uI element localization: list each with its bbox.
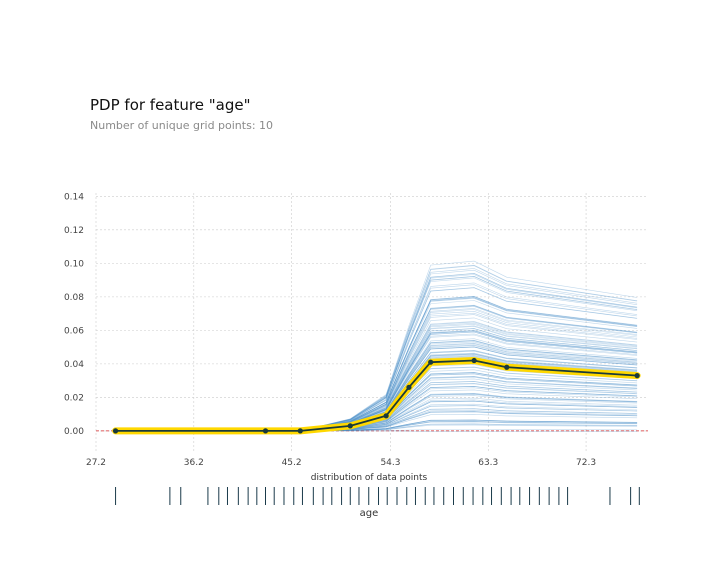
x-tick-label: 72.3 (576, 458, 596, 468)
rug-plot (115, 487, 640, 505)
y-tick-label: 0.04 (64, 360, 84, 370)
distribution-label: distribution of data points (311, 473, 428, 483)
chart-subtitle: Number of unique grid points: 10 (90, 119, 274, 132)
pdp-point (262, 428, 269, 434)
y-tick-label: 0.12 (64, 226, 84, 236)
y-tick-label: 0.10 (64, 259, 84, 269)
x-axis-label: age (360, 508, 379, 519)
x-tick-label: 63.3 (478, 458, 498, 468)
pdp-line (115, 359, 638, 432)
pdp-point (297, 428, 303, 434)
pdp-point (428, 359, 434, 365)
pdp-series (112, 357, 641, 435)
y-tick-label: 0.06 (64, 326, 84, 336)
x-tick-label: 36.2 (184, 458, 204, 468)
chart-title: PDP for feature "age" (90, 96, 251, 114)
pdp-point (634, 373, 640, 379)
x-tick-label: 54.3 (380, 458, 400, 468)
pdp-point (471, 357, 477, 364)
y-tick-label: 0.08 (64, 293, 84, 303)
pdp-point (406, 384, 412, 390)
y-axis: 0.00 0.02 0.04 0.06 0.08 0.10 0.12 0.14 (64, 192, 84, 437)
y-tick-label: 0.02 (64, 393, 84, 403)
pdp-point (347, 423, 353, 429)
x-tick-label: 27.2 (86, 458, 106, 468)
y-tick-label: 0.14 (64, 192, 84, 202)
pdp-point (383, 413, 389, 419)
pdp-point (504, 364, 510, 370)
y-tick-label: 0.00 (64, 427, 84, 437)
x-axis: 27.2 36.2 45.2 54.3 63.3 72.3 (86, 458, 596, 468)
x-tick-label: 45.2 (282, 458, 302, 468)
pdp-point (112, 428, 119, 434)
